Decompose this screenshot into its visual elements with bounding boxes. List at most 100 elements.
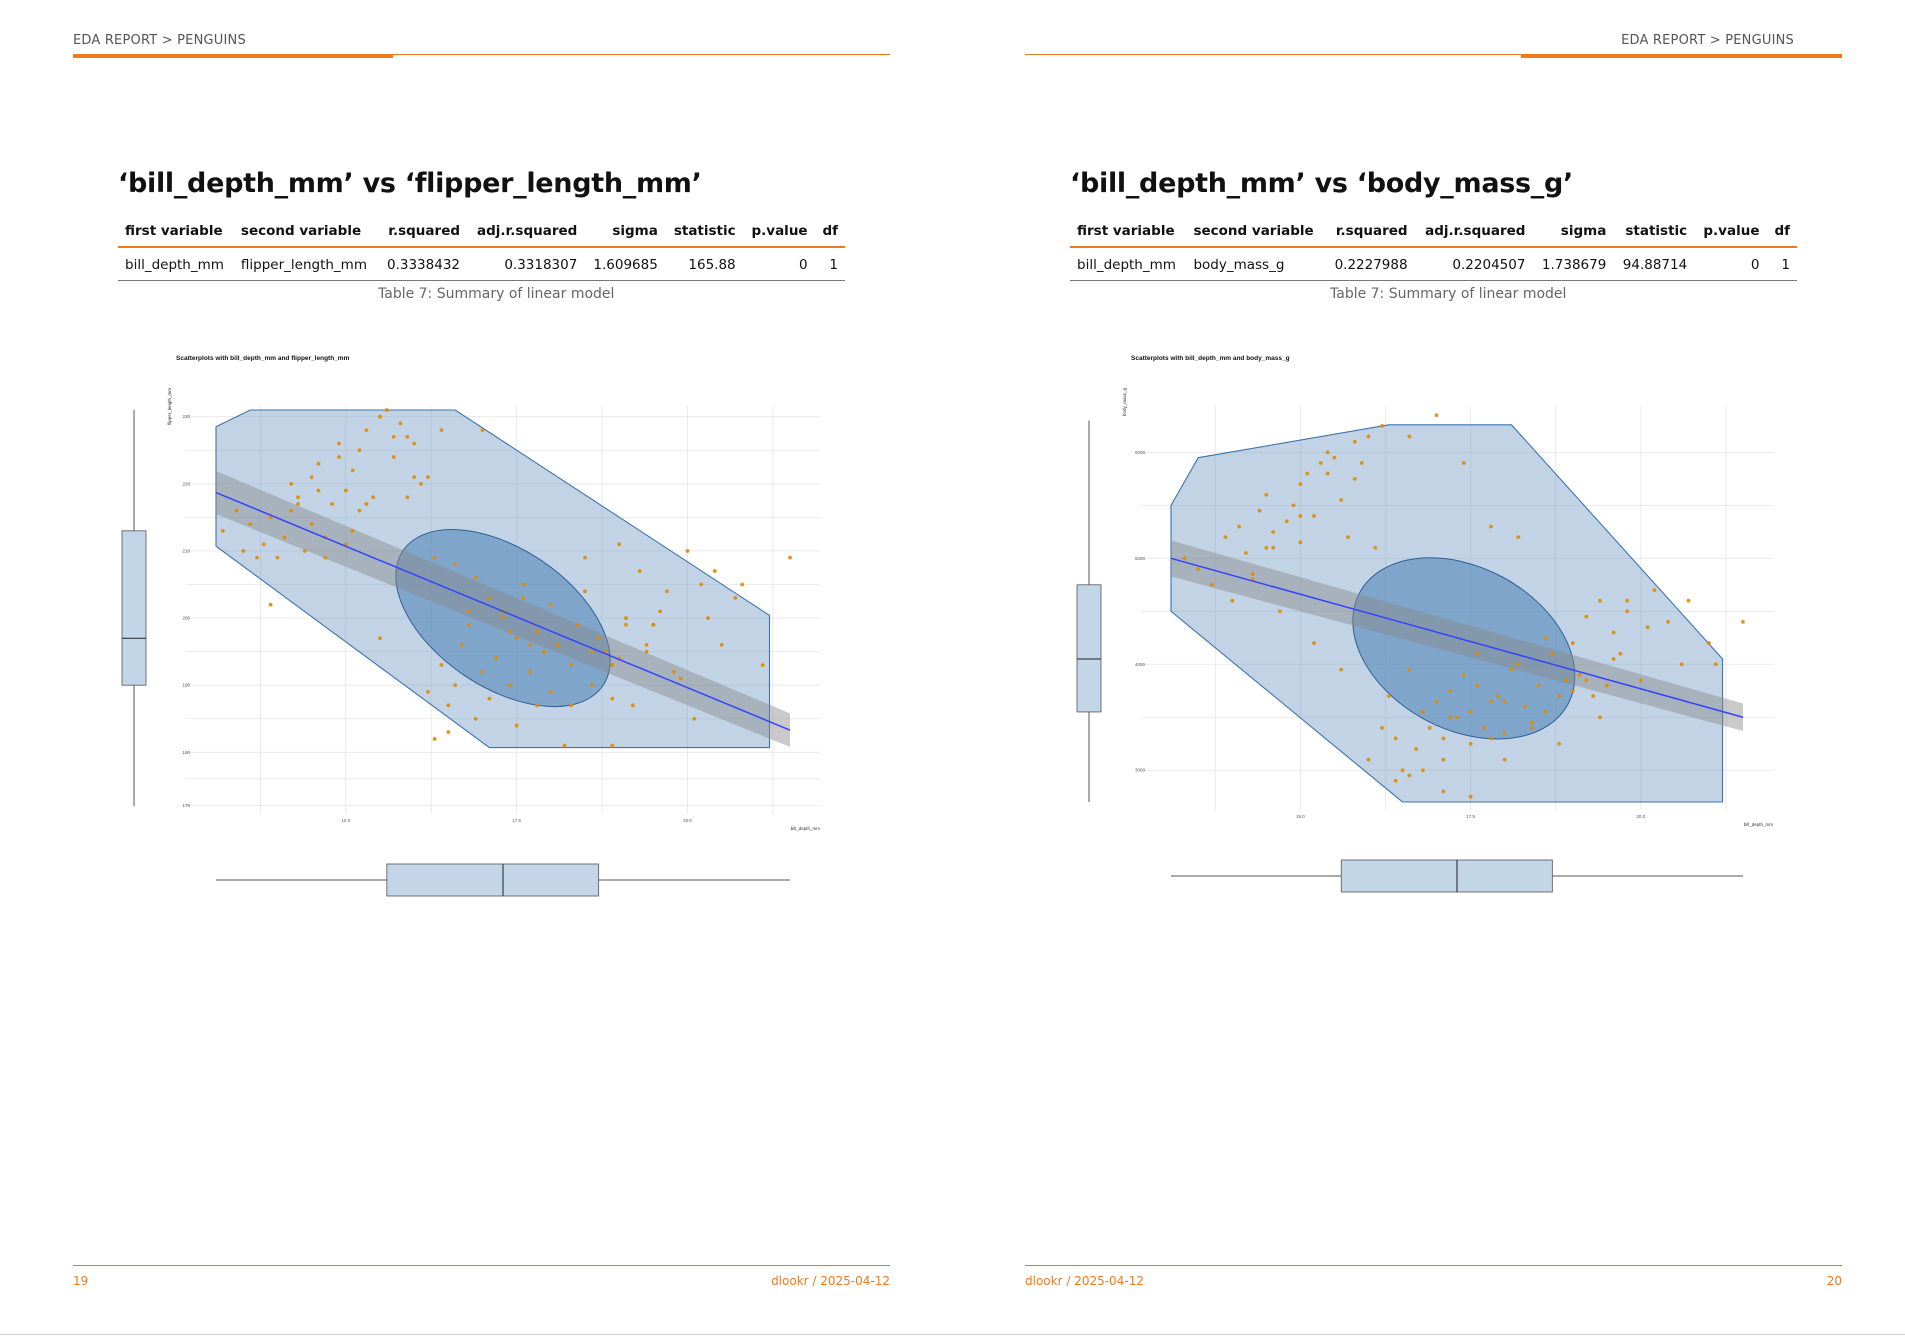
column-header: r.squared [1324,218,1415,248]
data-point [1352,476,1357,481]
table-cell: 1 [814,247,845,281]
table-header-row: first variable second variable r.squared… [1070,218,1797,248]
regression-line [1170,557,1744,718]
data-point [1271,545,1276,550]
table-row: bill_depth_mm body_mass_g 0.2227988 0.22… [1070,247,1797,281]
data-point [535,703,540,708]
data-point [1441,757,1446,762]
data-point [665,589,669,594]
data-point [569,703,574,708]
data-point [1318,461,1323,465]
data-point [1291,503,1296,508]
data-point [391,434,396,439]
data-point [671,669,676,674]
data-point [651,622,656,627]
data-point [760,663,765,667]
data-point [1577,672,1582,677]
data-point [1380,725,1384,730]
y-tick-label: 210 [182,548,190,553]
data-point [1584,614,1589,619]
y-tick-label: 175 [182,803,190,808]
data-point [309,475,314,480]
data-point [1264,545,1269,550]
data-point [412,441,417,446]
data-point [501,616,505,620]
column-header: second variable [1186,218,1325,248]
data-point [637,569,642,573]
data-point [1550,651,1555,656]
data-point [1652,588,1657,593]
scatterplot-chart: Scatterplots with bill_depth_mm and body… [1076,355,1773,893]
data-point [1625,598,1630,603]
data-point [1489,699,1493,704]
data-point [1543,635,1548,640]
column-header: r.squared [377,218,468,248]
table-row: bill_depth_mm flipper_length_mm 0.333843… [118,247,845,281]
table-cell: 1 [1766,247,1797,281]
data-point [1421,710,1425,714]
data-point [1182,556,1187,561]
linear-model-table: first variable second variable r.squared… [118,218,845,281]
data-point [1611,630,1616,635]
data-point [473,716,478,721]
data-point [1468,794,1473,799]
page-number: 19 [73,1274,89,1288]
data-point [1679,662,1684,667]
y-tick-label: 220 [182,481,190,486]
data-point [583,555,587,560]
data-point [480,428,485,433]
report-page-20: EDA REPORT > PENGUINS ‘bill_depth_mm’ vs… [953,0,1905,1337]
column-header: second variable [233,218,378,248]
table-caption: Table 7: Summary of linear model [1330,286,1567,302]
data-point [1196,567,1201,571]
data-point [603,649,608,654]
data-point [706,616,710,620]
table-cell: 0.2204507 [1414,247,1533,281]
data-point [378,414,382,419]
y-tick-label: 4000 [1135,662,1146,667]
y-axis-label: body_mass_g [1122,388,1127,417]
data-point [1707,641,1711,645]
data-point [528,669,533,674]
data-point [1387,694,1391,698]
data-point [576,622,581,627]
data-point [296,495,300,500]
data-point [1448,688,1453,693]
data-point [1278,609,1282,614]
table-cell: 0 [742,247,815,281]
data-point [337,455,341,459]
data-point [453,683,458,688]
data-point [1339,667,1344,672]
data-point [330,502,335,506]
data-point [1502,699,1507,704]
data-point [610,696,615,701]
data-point [562,743,567,748]
data-point [1598,715,1602,720]
data-point [405,434,410,439]
data-point [610,743,615,748]
data-point [658,609,663,614]
data-point [1414,747,1419,751]
data-point [1564,678,1568,683]
data-point [1686,598,1691,603]
data-point [1400,768,1405,773]
data-point [1421,768,1425,773]
data-point [1509,667,1514,672]
data-point [1339,498,1344,502]
data-point [384,408,389,412]
data-point [446,730,451,735]
data-point [1516,535,1521,540]
data-point [1209,582,1214,587]
data-point [446,703,451,708]
header-rule [1025,54,1842,55]
data-point [678,676,683,681]
data-point [740,582,745,587]
data-point [1461,461,1466,465]
data-point [535,629,540,634]
data-point [1543,710,1548,714]
page-number: 20 [1826,1274,1842,1288]
column-header: p.value [1694,218,1767,248]
data-point [1346,535,1350,540]
data-point [1448,715,1453,720]
